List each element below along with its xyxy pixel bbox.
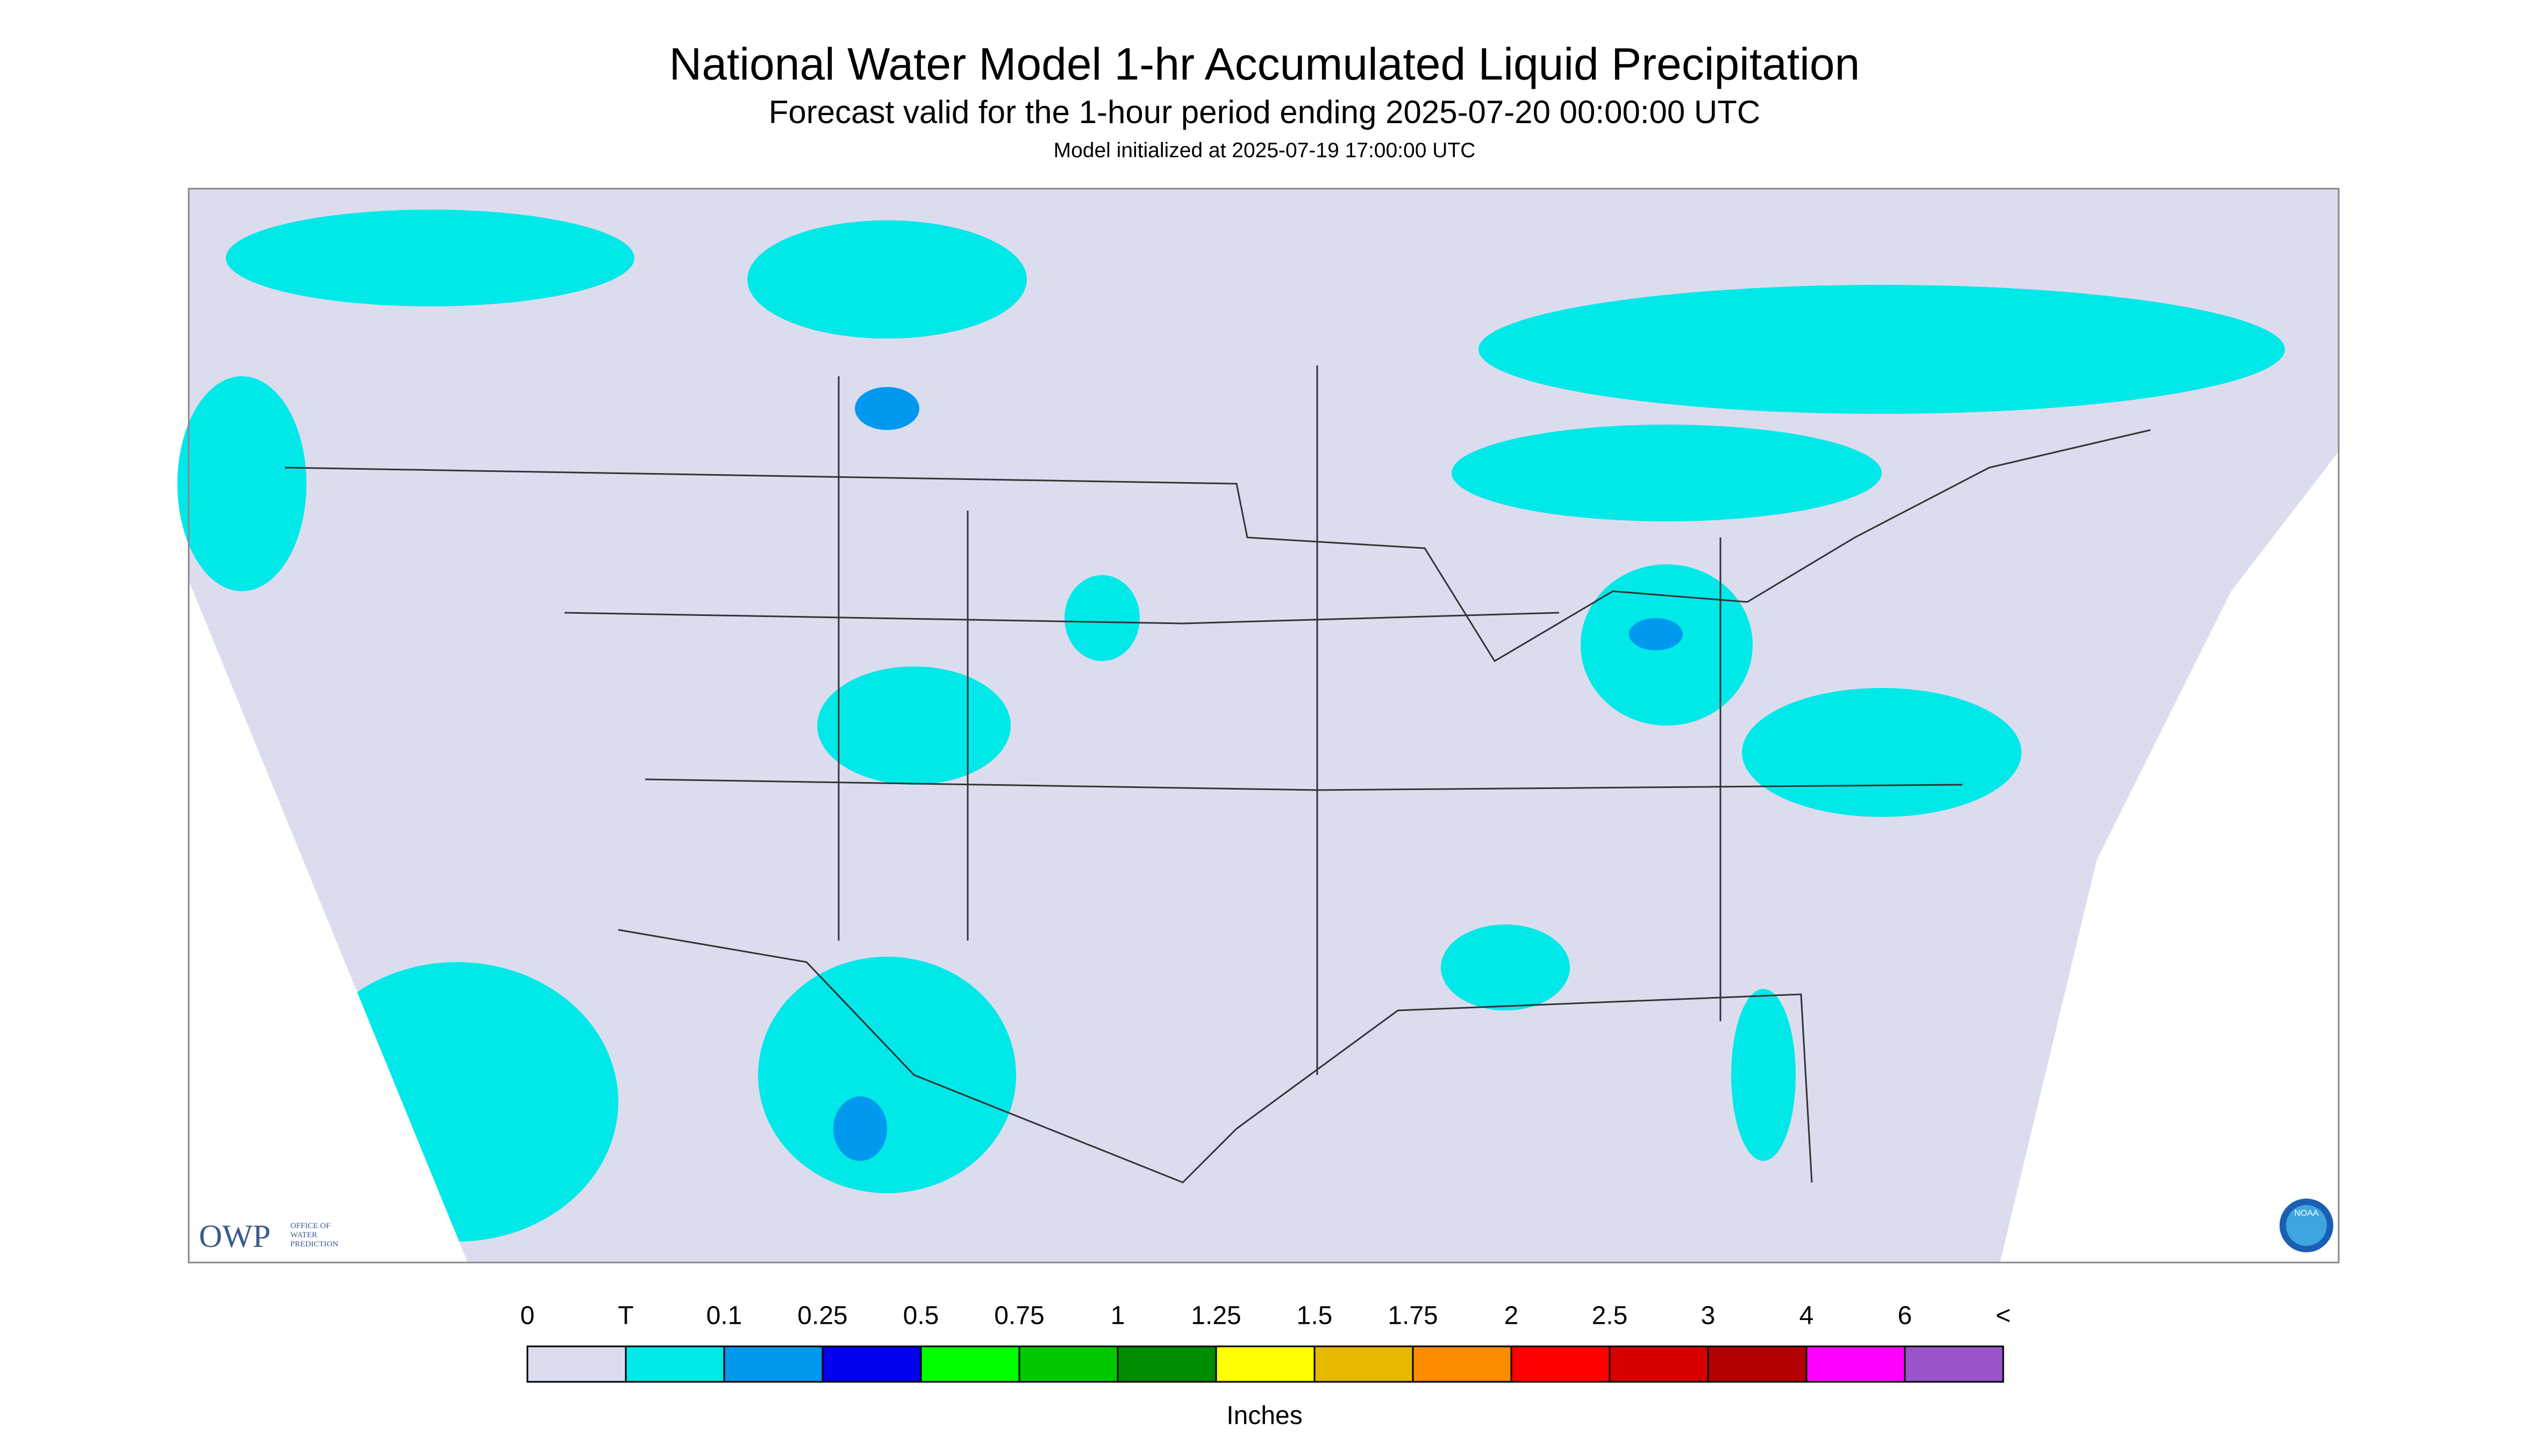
map-frame <box>188 188 2340 1264</box>
legend-label: 6 <box>1898 1302 1912 1330</box>
legend-label: 3 <box>1701 1302 1716 1330</box>
owp-text: OWP <box>199 1218 270 1254</box>
legend-swatch <box>723 1345 824 1383</box>
legend-label: 0.5 <box>903 1302 939 1330</box>
legend-swatch <box>1510 1345 1611 1383</box>
legend-label: 1 <box>1111 1302 1125 1330</box>
map: OWP OFFICE OF WATER PREDICTION NOAA <box>177 188 2340 1264</box>
legend-swatch <box>1805 1345 1906 1383</box>
legend-label: 0.1 <box>706 1302 742 1330</box>
legend-swatch <box>1609 1345 1709 1383</box>
legend-swatch <box>1412 1345 1512 1383</box>
precip-areas <box>177 210 2285 1242</box>
outside-domain <box>189 580 468 1263</box>
legend-label: 1.5 <box>1297 1302 1333 1330</box>
legend-label: 4 <box>1799 1302 1814 1330</box>
subtitle: Forecast valid for the 1-hour period end… <box>769 94 1760 130</box>
legend-swatch <box>1215 1345 1316 1383</box>
legend-swatch <box>920 1345 1020 1383</box>
legend-swatch <box>1313 1345 1414 1383</box>
legend-swatch <box>1707 1345 1808 1383</box>
noaa-logo: NOAA <box>2280 1199 2333 1252</box>
owp-logo: OWP OFFICE OF WATER PREDICTION <box>199 1218 338 1254</box>
legend-label: 1.25 <box>1191 1302 1241 1330</box>
title: National Water Model 1-hr Accumulated Li… <box>669 39 1860 89</box>
noaa-text: NOAA <box>2294 1209 2319 1218</box>
owp-line: OFFICE OF <box>290 1222 331 1230</box>
owp-line: WATER <box>290 1231 317 1239</box>
legend-swatch <box>1018 1345 1119 1383</box>
legend-unit: Inches <box>1226 1402 1302 1430</box>
legend: 0 T 0.1 0.25 0.5 0.75 1 1.25 1.5 1.75 2 2.5 3 4 6 < <box>520 1302 2011 1383</box>
legend-label: 2.5 <box>1592 1302 1628 1330</box>
legend-swatch <box>1117 1345 1217 1383</box>
legend-swatch <box>1904 1345 2004 1383</box>
legend-label: 1.75 <box>1388 1302 1438 1330</box>
legend-label: 0 <box>520 1302 535 1330</box>
legend-swatch <box>625 1345 725 1383</box>
legend-label: 0.25 <box>797 1302 847 1330</box>
legend-label: 0.75 <box>994 1302 1044 1330</box>
legend-label: T <box>618 1302 633 1330</box>
init-time: Model initialized at 2025-07-19 17:00:00… <box>1054 139 1476 162</box>
legend-swatch <box>821 1345 922 1383</box>
legend-label: < <box>1996 1302 2011 1330</box>
legend-label: 2 <box>1504 1302 1519 1330</box>
outside-domain <box>2000 451 2339 1263</box>
legend-swatch <box>526 1345 627 1383</box>
owp-line: PREDICTION <box>290 1240 338 1249</box>
